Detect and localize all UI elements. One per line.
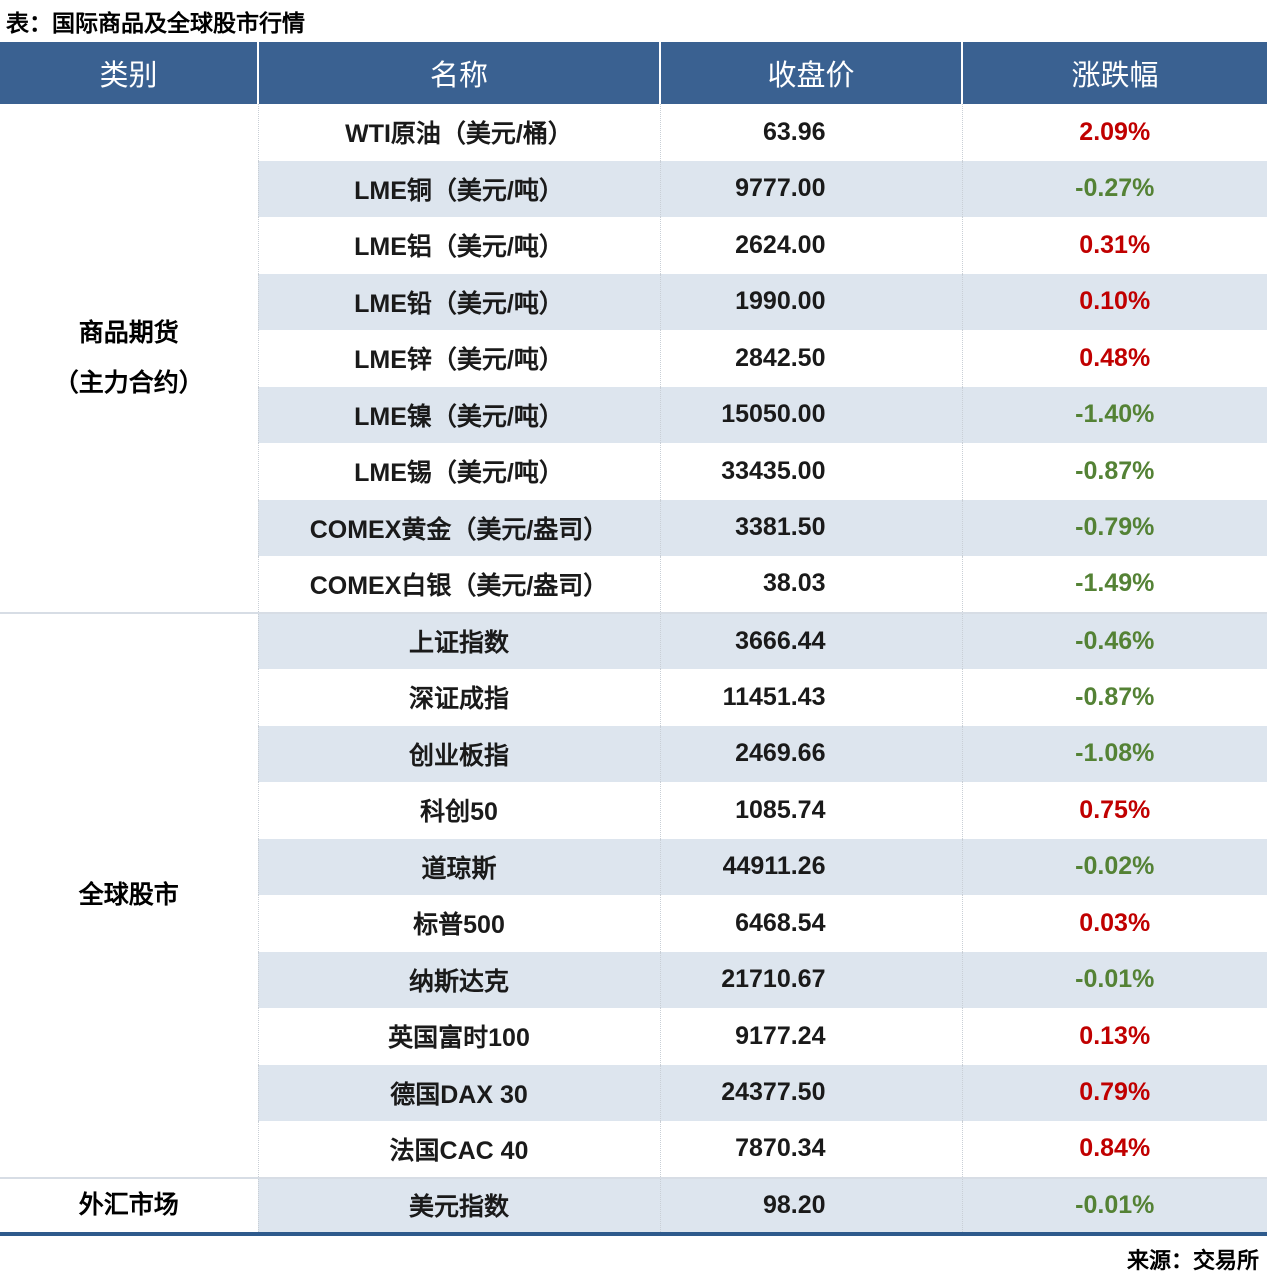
table-row: COMEX白银（美元/盎司） 38.03 -1.49% [0,556,1267,613]
close-price-cell: 9777.00 [659,160,962,217]
table-row: 标普500 6468.54 0.03% [0,895,1267,952]
table-row: LME锌（美元/吨） 2842.50 0.48% [0,330,1267,387]
change-percent-cell: 0.75% [961,782,1267,839]
close-price-cell: 3381.50 [659,499,962,556]
table-row: 英国富时100 9177.24 0.13% [0,1008,1267,1065]
page-title: 表：国际商品及全球股市行情 [6,10,305,36]
instrument-name-cell: 深证成指 [257,669,660,726]
close-price-cell: 1990.00 [659,273,962,330]
category-line: 商品期货 [78,318,179,347]
table-row: 德国DAX 30 24377.50 0.79% [0,1064,1267,1121]
instrument-name-cell: LME铅（美元/吨） [257,273,660,330]
category-line: 外汇市场 [78,1191,179,1220]
instrument-name-cell: LME锡（美元/吨） [257,443,660,500]
header-cell-change: 涨跌幅 [961,42,1267,104]
instrument-name-cell: COMEX黄金（美元/盎司） [257,499,660,556]
close-price-cell: 2842.50 [659,330,962,387]
table-row: 道琼斯 44911.26 -0.02% [0,838,1267,895]
change-percent-cell: -1.40% [961,386,1267,443]
close-price-cell: 15050.00 [659,386,962,443]
instrument-name-cell: LME锌（美元/吨） [257,330,660,387]
change-percent-cell: 0.13% [961,1008,1267,1065]
close-price-cell: 33435.00 [659,443,962,500]
table-row: LME镍（美元/吨） 15050.00 -1.40% [0,386,1267,443]
category-line: 全球股市 [78,881,179,909]
change-percent-cell: -0.87% [961,669,1267,726]
instrument-name-cell: LME铝（美元/吨） [257,217,660,274]
instrument-name-cell: 标普500 [257,895,660,952]
instrument-name-cell: 上证指数 [257,611,660,669]
table-row: 科创50 1085.74 0.75% [0,782,1267,839]
table-row: 创业板指 2469.66 -1.08% [0,725,1267,782]
source-label: 来源：交易所 [1126,1248,1259,1273]
table-row: 商品期货 （主力合约） WTI原油（美元/桶） 63.96 2.09% [0,104,1267,613]
instrument-name-cell: 创业板指 [257,725,660,782]
header-cell-name: 名称 [257,42,660,104]
close-price-cell: 7870.34 [659,1121,962,1178]
instrument-name-cell: 科创50 [257,782,660,839]
table-row: COMEX黄金（美元/盎司） 3381.50 -0.79% [0,499,1267,556]
table-header-row: 类别 名称 收盘价 涨跌幅 [0,42,1267,104]
table-row: LME铝（美元/吨） 2624.00 0.31% [0,217,1267,274]
close-price-cell: 38.03 [659,556,962,613]
close-price-cell: 24377.50 [659,1064,962,1121]
change-percent-cell: -0.01% [961,951,1267,1008]
close-price-cell: 2624.00 [659,217,962,274]
instrument-name-cell: COMEX白银（美元/盎司） [257,556,660,613]
table-body: 商品期货 （主力合约） WTI原油（美元/桶） 63.96 2.09% LME铜（美元/吨… [0,104,1267,1236]
close-price-cell: 63.96 [659,104,962,161]
instrument-name-cell: WTI原油（美元/桶） [257,104,660,161]
close-price-cell: 1085.74 [659,782,962,839]
instrument-name-cell: 英国富时100 [257,1008,660,1065]
close-price-cell: 11451.43 [659,669,962,726]
header-cell-category: 类别 [0,42,258,104]
close-price-cell: 3666.44 [659,611,962,669]
close-price-cell: 6468.54 [659,895,962,952]
change-percent-cell: -0.46% [961,611,1267,669]
change-percent-cell: 0.03% [961,895,1267,952]
instrument-name-cell: 美元指数 [257,1176,660,1236]
category-cell: 全球股市 [0,611,258,1178]
table-row: LME锡（美元/吨） 33435.00 -0.87% [0,443,1267,500]
instrument-name-cell: 法国CAC 40 [257,1121,660,1178]
table-row: 纳斯达克 21710.67 -0.01% [0,951,1267,1008]
change-percent-cell: -0.01% [961,1176,1267,1236]
instrument-name-cell: 纳斯达克 [257,951,660,1008]
close-price-cell: 21710.67 [659,951,962,1008]
change-percent-cell: 0.48% [961,330,1267,387]
close-price-cell: 44911.26 [659,838,962,895]
change-percent-cell: -1.49% [961,556,1267,613]
change-percent-cell: -1.08% [961,725,1267,782]
change-percent-cell: 0.84% [961,1121,1267,1178]
table-row: LME铜（美元/吨） 9777.00 -0.27% [0,160,1267,217]
change-percent-cell: 0.79% [961,1064,1267,1121]
category-cell: 商品期货 （主力合约） [0,104,258,613]
change-percent-cell: -0.79% [961,499,1267,556]
change-percent-cell: -0.27% [961,160,1267,217]
table-row: 全球股市 上证指数 3666.44 -0.46% [0,611,1267,1178]
instrument-name-cell: 德国DAX 30 [257,1064,660,1121]
instrument-name-cell: LME铜（美元/吨） [257,160,660,217]
category-line: （主力合约） [53,368,204,397]
instrument-name-cell: 道琼斯 [257,838,660,895]
table-row: LME铅（美元/吨） 1990.00 0.10% [0,273,1267,330]
table-row: 深证成指 11451.43 -0.87% [0,669,1267,726]
table-row: 法国CAC 40 7870.34 0.84% [0,1121,1267,1178]
close-price-cell: 9177.24 [659,1008,962,1065]
change-percent-cell: -0.02% [961,838,1267,895]
change-percent-cell: 0.10% [961,273,1267,330]
category-cell: 外汇市场 [0,1176,258,1236]
instrument-name-cell: LME镍（美元/吨） [257,386,660,443]
change-percent-cell: -0.87% [961,443,1267,500]
quote-table: 类别 名称 收盘价 涨跌幅 商品期货 （主力合约） WTI原油（美元/桶） 63.96… [0,42,1267,1236]
change-percent-cell: 0.31% [961,217,1267,274]
close-price-cell: 98.20 [659,1176,962,1236]
table-row: 外汇市场 美元指数 98.20 -0.01% [0,1176,1267,1236]
close-price-cell: 2469.66 [659,725,962,782]
header-cell-close: 收盘价 [659,42,962,104]
change-percent-cell: 2.09% [961,104,1267,161]
